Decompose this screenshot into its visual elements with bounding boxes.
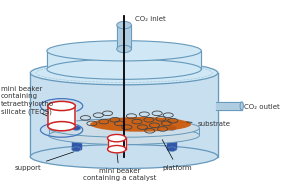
Text: platform: platform bbox=[162, 140, 192, 170]
Ellipse shape bbox=[30, 145, 218, 168]
Polygon shape bbox=[72, 128, 81, 149]
Text: CO₂ inlet: CO₂ inlet bbox=[135, 16, 166, 22]
Ellipse shape bbox=[72, 126, 81, 130]
Polygon shape bbox=[117, 25, 132, 49]
Text: substrate: substrate bbox=[187, 121, 231, 127]
Ellipse shape bbox=[49, 119, 200, 137]
Text: mini beaker
containing
tetraethylortho
silicate (TEOS): mini beaker containing tetraethylortho s… bbox=[1, 86, 54, 115]
Ellipse shape bbox=[48, 101, 75, 111]
Ellipse shape bbox=[49, 126, 200, 145]
Ellipse shape bbox=[47, 41, 201, 61]
Ellipse shape bbox=[117, 21, 132, 29]
Polygon shape bbox=[49, 128, 200, 135]
Ellipse shape bbox=[117, 45, 132, 53]
Ellipse shape bbox=[167, 147, 176, 151]
Ellipse shape bbox=[167, 126, 176, 130]
Text: mini beaker
containing a catalyst: mini beaker containing a catalyst bbox=[83, 154, 156, 181]
Text: CO₂ outlet: CO₂ outlet bbox=[244, 104, 279, 110]
Ellipse shape bbox=[47, 59, 201, 79]
Ellipse shape bbox=[72, 147, 81, 151]
Polygon shape bbox=[48, 106, 75, 126]
Ellipse shape bbox=[90, 117, 191, 132]
Polygon shape bbox=[30, 73, 218, 156]
Ellipse shape bbox=[108, 146, 126, 153]
Polygon shape bbox=[216, 102, 242, 110]
Polygon shape bbox=[167, 128, 176, 149]
Ellipse shape bbox=[108, 134, 126, 142]
Polygon shape bbox=[47, 51, 201, 69]
Ellipse shape bbox=[240, 102, 243, 110]
Polygon shape bbox=[108, 138, 126, 149]
Text: support: support bbox=[14, 152, 74, 170]
Ellipse shape bbox=[30, 61, 218, 85]
Ellipse shape bbox=[48, 122, 75, 131]
